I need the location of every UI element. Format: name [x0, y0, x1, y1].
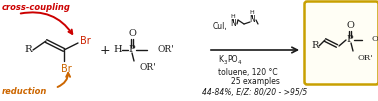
Text: OR': OR'	[157, 45, 174, 54]
Text: 44-84%, E/Z: 80/20 - >95/5: 44-84%, E/Z: 80/20 - >95/5	[202, 88, 308, 97]
Text: Br: Br	[80, 36, 90, 46]
Text: N: N	[249, 15, 255, 25]
Text: OR': OR'	[371, 35, 378, 43]
Text: toluene, 120 °C: toluene, 120 °C	[218, 67, 277, 76]
Text: N: N	[230, 19, 236, 28]
Text: H: H	[231, 15, 235, 19]
Text: R: R	[24, 45, 32, 55]
Text: P: P	[129, 45, 135, 55]
Text: O: O	[346, 22, 354, 31]
Text: CuI,: CuI,	[213, 23, 228, 32]
Text: P: P	[347, 35, 353, 45]
Text: PO: PO	[227, 56, 237, 65]
Text: R: R	[311, 42, 319, 50]
Text: O: O	[128, 29, 136, 38]
Text: OR': OR'	[358, 54, 373, 62]
FancyArrowPatch shape	[57, 73, 70, 87]
FancyArrowPatch shape	[21, 12, 72, 34]
Text: H: H	[249, 11, 254, 15]
Text: K: K	[218, 56, 223, 65]
Text: reduction: reduction	[2, 86, 47, 96]
Text: 4: 4	[238, 59, 242, 65]
Text: 3: 3	[224, 59, 228, 65]
Text: OR': OR'	[140, 64, 156, 73]
FancyBboxPatch shape	[305, 2, 378, 85]
Text: Br: Br	[60, 64, 71, 74]
Text: 25 examples: 25 examples	[231, 77, 279, 86]
FancyArrowPatch shape	[211, 47, 297, 53]
Text: cross-coupling: cross-coupling	[2, 4, 71, 13]
Text: +: +	[100, 44, 110, 56]
Text: H: H	[114, 45, 122, 55]
